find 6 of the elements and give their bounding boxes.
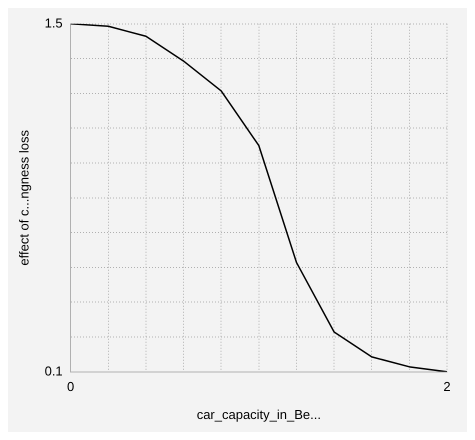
y-tick-label: 1.5 (44, 15, 63, 30)
x-tick-label: 0 (67, 379, 74, 394)
x-axis-title: car_capacity_in_Be... (196, 406, 321, 422)
y-tick-label: 0.1 (44, 363, 63, 378)
x-tick-label: 2 (443, 379, 451, 394)
y-axis-title: effect of c...ngness loss (16, 130, 32, 266)
